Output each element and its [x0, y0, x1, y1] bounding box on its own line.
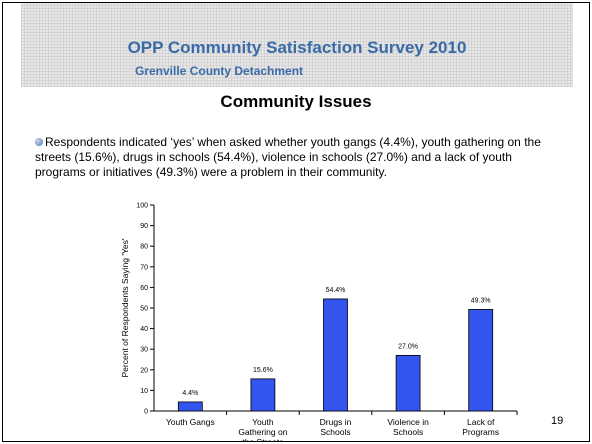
y-tick-label: 60: [140, 285, 148, 292]
bar: [323, 298, 348, 412]
slide-title: OPP Community Satisfaction Survey 2010: [127, 38, 467, 57]
data-label: 4.4%: [182, 390, 198, 397]
bar: [250, 378, 276, 412]
section-heading: Community Issues: [220, 92, 372, 111]
y-tick-label: 30: [140, 347, 148, 354]
bar: [177, 401, 203, 412]
bullet-icon: [35, 138, 43, 146]
y-tick-label: 90: [140, 223, 148, 230]
y-tick-label: 0: [144, 409, 148, 416]
data-label: 27.0%: [398, 343, 418, 350]
x-tick-label: Lack of Programs: [462, 417, 499, 437]
bar-chart: 0 10 20 30 40 50 60 70 80 90 100 Percent of Respond…: [120, 203, 518, 441]
data-label: 15.6%: [253, 367, 273, 374]
y-tick-label: 70: [140, 264, 148, 271]
data-label: 54.4%: [326, 287, 346, 294]
data-label: 49.3%: [471, 297, 491, 304]
bar: [468, 309, 494, 412]
y-tick-label: 40: [140, 326, 148, 333]
page-number: 19: [551, 415, 564, 427]
y-tick-label: 50: [140, 306, 148, 313]
y-tick-label: 80: [140, 244, 148, 251]
bullet-text: Respondents indicated ‘yes’ when asked w…: [35, 135, 541, 179]
x-tick-label: Youth Gangs: [166, 417, 215, 427]
bullet-paragraph: Respondents indicated ‘yes’ when asked w…: [35, 135, 555, 180]
slide-subtitle: Grenville County Detachment: [135, 64, 304, 78]
x-tick-label: Drugs in Schools: [320, 417, 352, 437]
y-tick-label: 10: [140, 388, 148, 395]
y-tick-label: 100: [136, 203, 148, 210]
y-axis-title: Percent of Respondents Saying 'Yes': [120, 238, 130, 377]
x-tick-label: Violence in Schools: [387, 417, 429, 437]
title-banner: OPP Community Satisfaction Survey 2010 G…: [21, 3, 573, 87]
bar: [395, 354, 421, 412]
y-tick-label: 20: [140, 367, 148, 374]
